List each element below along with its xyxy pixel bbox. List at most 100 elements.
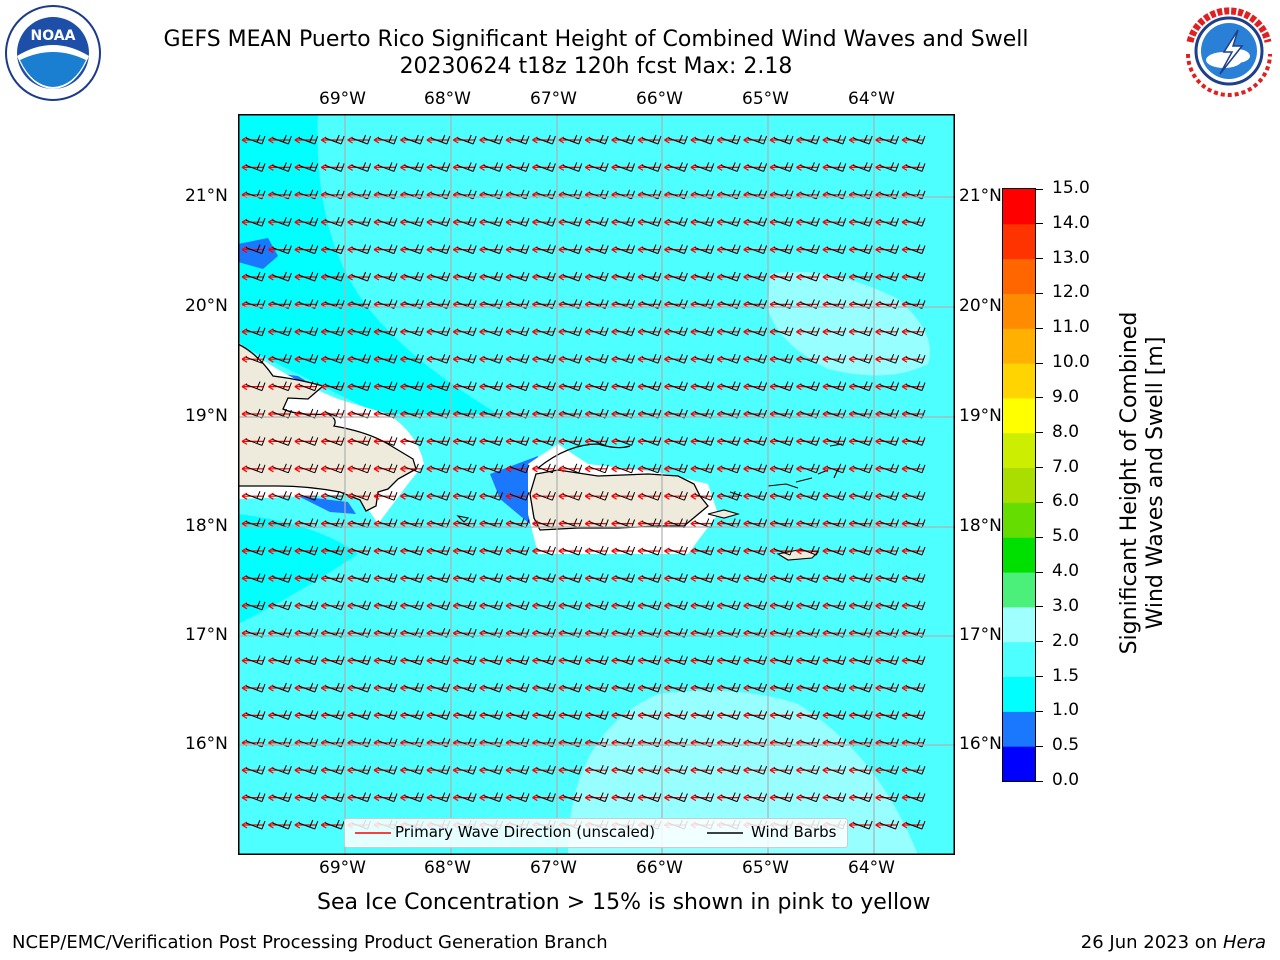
wind-barb (905, 491, 926, 501)
wind-barb (747, 354, 768, 364)
wind-barb (879, 436, 900, 446)
wind-barb (694, 491, 715, 501)
wave-direction-arrow (320, 794, 344, 802)
wave-direction-arrow (320, 273, 344, 281)
wind-barb (641, 217, 662, 227)
wave-direction-arrow (505, 328, 528, 336)
wave-direction-arrow (584, 328, 608, 336)
wave-direction-arrow (347, 465, 370, 473)
wave-direction-arrow (532, 465, 555, 473)
wave-direction-arrow (558, 547, 581, 555)
wave-direction-arrow (690, 355, 713, 363)
wind-barb (589, 463, 609, 474)
colorbar-segment (1003, 606, 1035, 643)
wave-direction-arrow (848, 684, 872, 692)
colorbar-tick-label: 0.0 (1052, 770, 1080, 790)
wave-direction-arrow (505, 136, 528, 144)
wind-barb (879, 162, 900, 172)
wind-barb (879, 134, 900, 145)
wind-barb (905, 244, 926, 255)
wave-direction-arrow (743, 355, 766, 363)
lon-label-top-69w: 69°W (319, 89, 366, 109)
wind-barb (589, 436, 609, 446)
wave-direction-arrow (558, 794, 581, 802)
wave-direction-arrow (347, 520, 370, 528)
wave-direction-arrow (241, 383, 264, 391)
wave-direction-arrow (769, 273, 792, 281)
wave-direction-arrow (664, 520, 687, 528)
colorbar-tick-mark (1036, 641, 1043, 643)
wind-barb (536, 217, 556, 227)
wind-barb (773, 162, 794, 172)
wave-direction-arrow (769, 492, 792, 500)
wind-barb (483, 792, 504, 803)
wave-direction-arrow (479, 766, 502, 774)
wave-direction-arrow (532, 602, 555, 610)
chart-subtitle: 20230624 t18z 120h fcst Max: 2.18 (399, 54, 793, 79)
wave-direction-arrow (347, 492, 370, 500)
wave-direction-arrow (373, 602, 396, 610)
wave-direction-arrow (505, 766, 528, 774)
wave-direction-arrow (822, 492, 845, 500)
wave-direction-arrow (479, 492, 502, 500)
wave-direction-arrow (848, 273, 872, 281)
wave-direction-arrow (690, 684, 713, 692)
wind-barb (245, 217, 266, 227)
wave-direction-arrow (848, 492, 872, 500)
lon-label-bottom-65w: 65°W (742, 858, 789, 878)
wind-barb (853, 765, 873, 775)
colorbar-segment (1003, 432, 1035, 469)
wave-height-map (237, 114, 955, 855)
sea-ice-caption: Sea Ice Concentration > 15% is shown in … (317, 890, 931, 915)
wind-barb (351, 682, 372, 693)
wave-direction-arrow (611, 163, 634, 171)
wave-direction-arrow (796, 602, 819, 610)
wind-barb (377, 134, 398, 145)
wave-direction-arrow (901, 657, 924, 665)
wave-direction-arrow (452, 383, 476, 391)
wave-direction-arrow (347, 574, 370, 582)
wave-direction-arrow (796, 492, 819, 500)
wave-direction-arrow (532, 328, 555, 336)
wind-barb (536, 710, 556, 720)
wind-barb (853, 244, 873, 255)
wave-direction-arrow (268, 711, 291, 719)
wind-barb (800, 573, 820, 583)
wave-direction-arrow (532, 492, 555, 500)
wind-barb (641, 134, 662, 145)
colorbar-segment (1003, 328, 1035, 364)
wind-barb (351, 271, 372, 282)
wind-barb (298, 710, 319, 720)
wind-barb (430, 354, 451, 364)
wave-direction-arrow (294, 437, 317, 445)
wave-direction-arrow (558, 492, 581, 500)
wind-barb (747, 491, 768, 501)
wind-barb (325, 573, 345, 583)
wind-barb (668, 217, 688, 227)
wave-direction-arrow (241, 794, 264, 802)
wave-direction-arrow (452, 355, 476, 363)
wind-barb (536, 326, 556, 337)
wind-barb (509, 436, 530, 446)
wave-direction-arrow (584, 218, 608, 226)
wind-barb (615, 271, 636, 282)
wave-direction-arrow (479, 355, 502, 363)
wind-barb (800, 354, 820, 364)
wind-barb (668, 463, 688, 474)
wave-direction-arrow (373, 465, 396, 473)
wave-direction-arrow (716, 492, 740, 500)
wind-barb (272, 381, 292, 392)
wind-barb (800, 381, 820, 392)
wave-direction-arrow (347, 794, 370, 802)
wave-direction-arrow (532, 657, 555, 665)
colorbar-segment (1003, 397, 1035, 434)
wave-direction-arrow (716, 766, 740, 774)
wind-barb (905, 463, 926, 474)
wind-barb (668, 682, 688, 693)
wind-barb (589, 491, 609, 501)
wave-direction-arrow (268, 657, 291, 665)
colorbar-title-line2: Wind Waves and Swell [m] (1143, 336, 1168, 630)
wave-direction-arrow (822, 218, 845, 226)
wave-direction-arrow (452, 684, 476, 692)
wind-barb (773, 244, 794, 255)
